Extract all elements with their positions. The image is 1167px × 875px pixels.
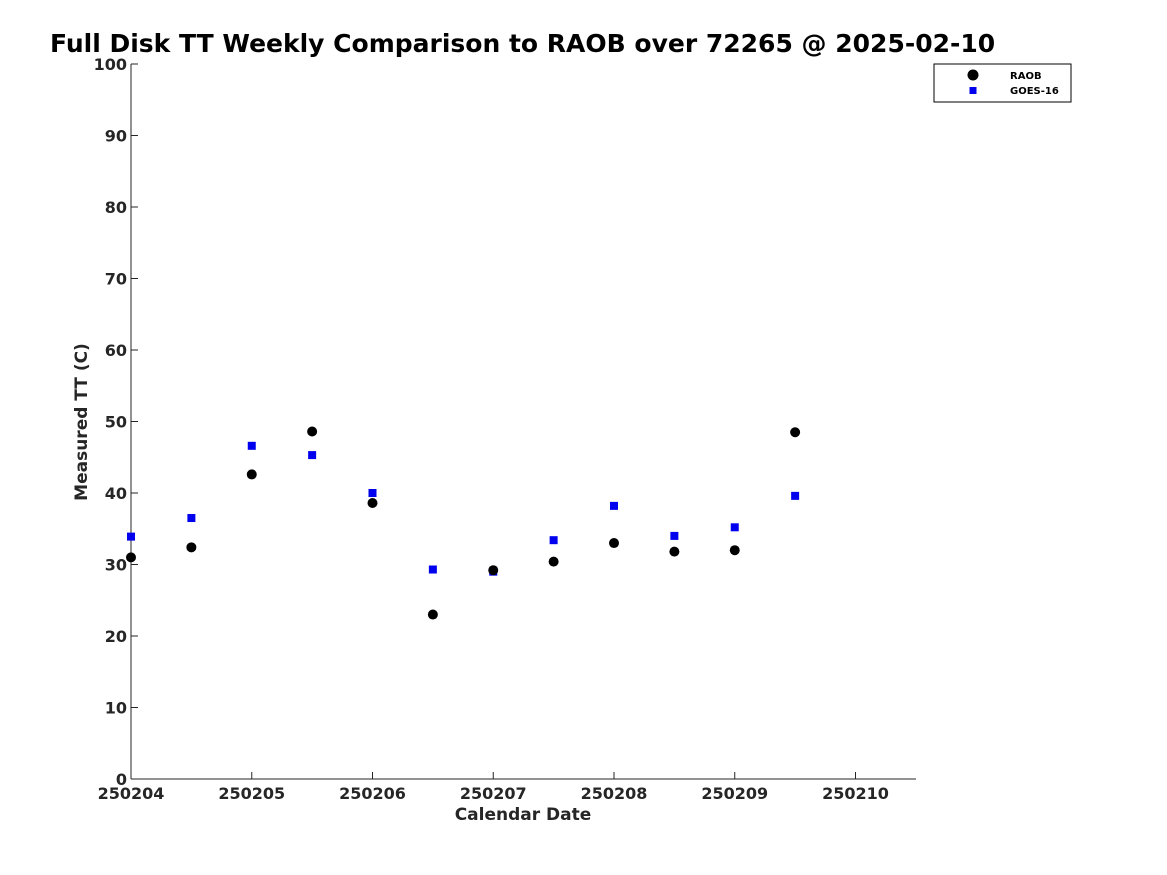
- point-goes16: [730, 523, 739, 532]
- legend-marker-raob: [967, 69, 979, 81]
- chart-title: Full Disk TT Weekly Comparison to RAOB o…: [50, 29, 995, 58]
- x-tick-label: 250206: [339, 784, 406, 803]
- point-raob: [186, 542, 197, 553]
- point-raob: [729, 545, 740, 556]
- y-tick-label: 70: [105, 270, 127, 289]
- point-raob: [609, 538, 619, 549]
- legend-box: [933, 63, 1072, 103]
- point-goes16: [308, 451, 317, 460]
- y-tick-label: 0: [116, 770, 127, 789]
- legend: RAOB GOES-16: [933, 63, 1072, 103]
- y-axis-label: Measured TT (C): [72, 343, 92, 501]
- x-tick-label: 250209: [701, 784, 768, 803]
- x-tick-label: 250208: [581, 784, 648, 803]
- x-tick-label: 250205: [218, 784, 285, 803]
- point-raob: [126, 552, 136, 563]
- point-raob: [790, 427, 801, 438]
- axes: [130, 64, 916, 780]
- y-tick-label: 60: [105, 341, 127, 360]
- y-tick-label: 20: [105, 627, 127, 646]
- y-tick-label: 100: [94, 55, 127, 74]
- legend-label-raob: RAOB: [1010, 71, 1042, 82]
- y-ticks: 0 10 20 30 40 50 60 70 80 90 100: [94, 55, 138, 789]
- point-goes16: [368, 489, 377, 497]
- x-tick-label: 250204: [98, 784, 165, 803]
- point-goes16: [187, 514, 196, 523]
- y-tick-label: 10: [105, 699, 127, 718]
- x-tick-label: 250210: [822, 784, 889, 803]
- y-tick-label: 80: [105, 198, 127, 217]
- legend-label-goes16: GOES-16: [1010, 86, 1059, 97]
- y-tick-label: 30: [105, 556, 127, 575]
- point-goes16: [610, 501, 618, 510]
- point-goes16: [428, 565, 437, 574]
- point-raob: [548, 556, 559, 567]
- point-raob: [246, 469, 257, 480]
- x-ticks: 250204 250205 250206 250207 250208 250209 2502…: [98, 772, 889, 803]
- point-raob: [307, 426, 318, 437]
- point-raob: [488, 565, 499, 576]
- y-tick-label: 50: [105, 413, 127, 432]
- point-goes16: [549, 536, 558, 545]
- y-tick-label: 90: [105, 127, 127, 146]
- x-axis-label: Calendar Date: [455, 805, 592, 825]
- legend-marker-goes16: [969, 87, 977, 94]
- point-raob: [367, 498, 378, 509]
- point-raob: [669, 546, 680, 557]
- point-goes16: [670, 531, 679, 540]
- point-raob: [427, 609, 438, 620]
- point-goes16: [791, 491, 800, 500]
- y-tick-label: 40: [105, 484, 127, 503]
- point-goes16: [127, 532, 135, 541]
- x-tick-label: 250207: [460, 784, 527, 803]
- data-points: [126, 426, 801, 620]
- point-goes16: [247, 441, 256, 450]
